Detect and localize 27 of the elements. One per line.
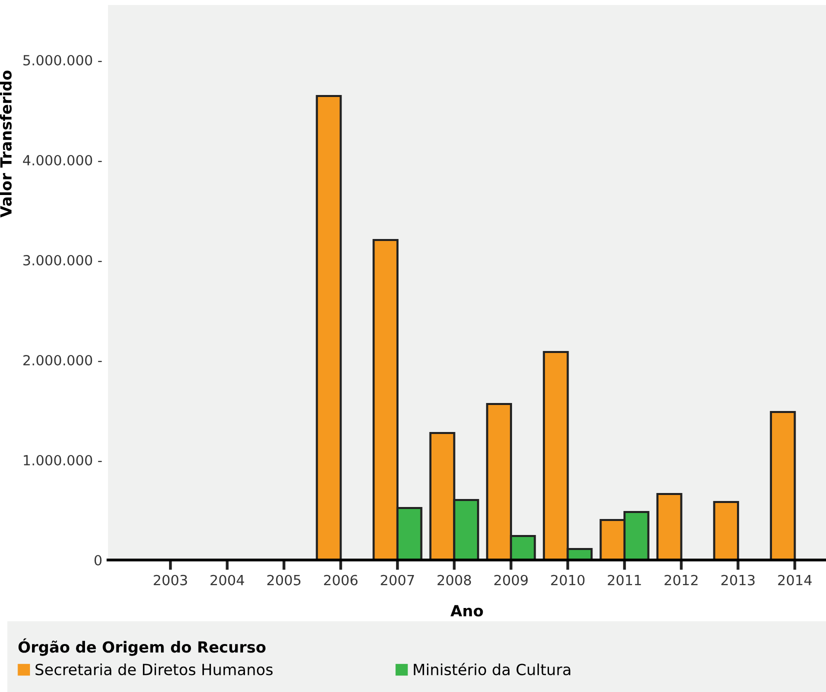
legend-label: Secretaria de Diretos Humanos	[36, 663, 273, 676]
x-tick-label: 2011	[608, 574, 641, 586]
x-tick-label: 2003	[154, 574, 187, 586]
y-tick-label: 1.000.000 -	[24, 454, 102, 466]
x-tick-label: 2004	[210, 574, 244, 586]
legend-title: Órgão de Origem do Recurso	[18, 638, 266, 656]
x-tick-label: 2008	[438, 574, 471, 586]
legend-label: Ministério da Cultura	[414, 662, 570, 676]
x-tick-label: 2010	[551, 574, 584, 586]
y-tick-label: 4.000.000 -	[23, 154, 102, 166]
x-tick-label: 2013	[721, 574, 755, 586]
bar	[713, 500, 740, 560]
y-tick-label: 5.000.000 -	[23, 54, 102, 66]
y-tick-label: 2.000.000 -	[23, 354, 102, 366]
x-tick-label: 2009	[494, 574, 528, 586]
x-tick-label: 2007	[380, 574, 414, 586]
bar	[316, 94, 342, 560]
x-axis-title: Ano	[450, 605, 483, 617]
y-axis-title: Valor Transferido	[0, 70, 12, 218]
bar	[656, 492, 682, 560]
bar	[770, 410, 796, 560]
y-tick-label: 3.000.000 -	[23, 254, 102, 266]
x-tick-label: 2006	[324, 574, 358, 586]
x-tick-label: 2014	[778, 574, 812, 586]
x-tick-label: 2012	[664, 574, 698, 586]
x-tick-label: 2005	[267, 574, 300, 586]
y-tick-label: 0	[94, 554, 102, 566]
